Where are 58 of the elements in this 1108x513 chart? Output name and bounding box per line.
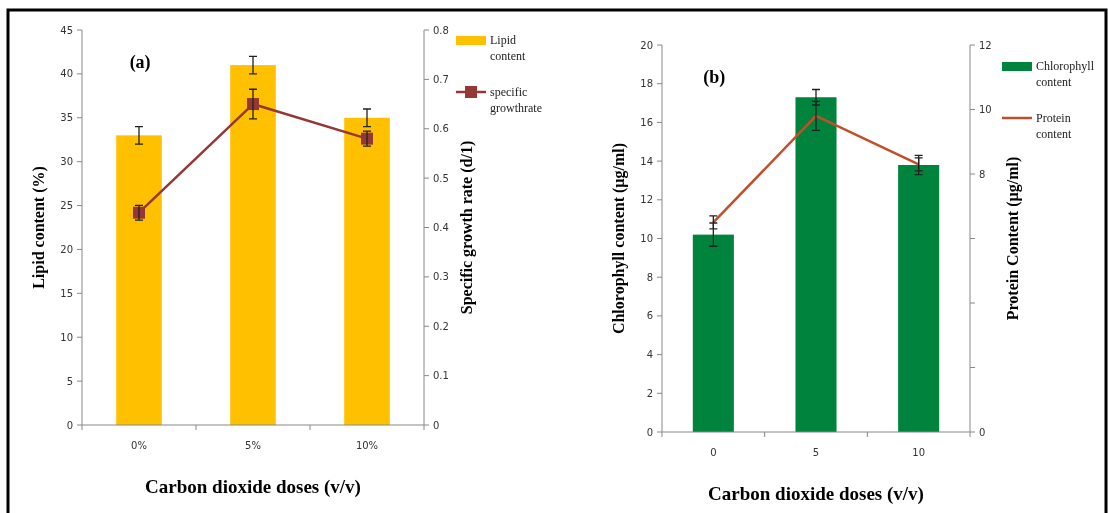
- bar: [898, 164, 940, 432]
- y-tick-label: 20: [640, 39, 653, 51]
- y-tick-label: 5: [66, 375, 73, 387]
- y-tick-label: 18: [640, 78, 653, 90]
- y2-tick-label: 0: [979, 426, 986, 438]
- y2-tick-label: 12: [979, 39, 992, 51]
- x-tick-label: 10: [912, 447, 926, 458]
- x-axis-title: Carbon dioxide doses (v/v): [708, 483, 924, 505]
- y-tick-label: 40: [60, 68, 73, 80]
- y2-tick-label: 0.3: [433, 271, 449, 283]
- bar: [230, 65, 276, 425]
- y-tick-label: 10: [60, 331, 73, 343]
- y2-tick-label: 0.7: [433, 73, 449, 85]
- y-axis-title: Chlorophyll content (µg/ml): [610, 142, 628, 335]
- y-tick-label: 12: [640, 194, 653, 206]
- bar: [116, 135, 162, 425]
- annotation: (a): [129, 52, 151, 73]
- bar: [692, 234, 734, 432]
- y-tick-label: 0: [646, 426, 653, 438]
- y-tick-label: 30: [60, 156, 73, 168]
- x-tick-label: 10%: [355, 440, 379, 451]
- y-tick-label: 20: [60, 243, 73, 255]
- y-tick-label: 25: [60, 200, 73, 212]
- y-axis-title: Lipid content (%): [30, 166, 48, 289]
- y2-tick-label: 0.2: [433, 320, 449, 332]
- y2-axis-title: Protein Content (µg/ml): [1004, 156, 1022, 321]
- y2-tick-label: 8: [979, 168, 986, 180]
- x-axis-title: Carbon dioxide doses (v/v): [145, 476, 361, 498]
- x-tick-label: 0: [710, 447, 717, 458]
- y-tick-label: 45: [60, 24, 73, 36]
- x-tick-label: 5: [812, 447, 820, 458]
- y-tick-label: 0: [66, 419, 73, 431]
- y-tick-label: 15: [60, 287, 73, 299]
- y-tick-label: 8: [646, 271, 653, 283]
- y2-tick-label: 10: [979, 104, 992, 115]
- y-tick-label: 6: [646, 310, 653, 322]
- y2-tick-label: 0.5: [433, 172, 449, 184]
- y2-tick-label: 0: [433, 419, 440, 431]
- y-tick-label: 2: [646, 387, 653, 399]
- x-tick-label: 0%: [131, 440, 147, 451]
- y2-tick-label: 0.4: [433, 222, 449, 233]
- annotation: (b): [703, 67, 726, 88]
- y-tick-label: 16: [640, 116, 653, 128]
- legend-label: Chlorophyll content: [1036, 59, 1095, 89]
- bar: [344, 117, 390, 425]
- x-tick-label: 5%: [245, 440, 261, 451]
- legend-label: Lipid content: [490, 33, 526, 63]
- y2-axis-title: Specific growth rate (d/1): [458, 140, 476, 315]
- y-tick-label: 35: [60, 112, 73, 124]
- y-tick-label: 14: [640, 155, 653, 167]
- legend-label: specific growthrate: [490, 85, 542, 115]
- y2-tick-label: 0.6: [433, 123, 449, 135]
- legend-label: Protein content: [1036, 111, 1072, 141]
- y2-tick-label: 0.1: [433, 370, 449, 382]
- y-tick-label: 10: [640, 233, 653, 244]
- y-tick-label: 4: [646, 349, 653, 361]
- y2-tick-label: 0.8: [433, 24, 449, 36]
- bar: [795, 97, 837, 432]
